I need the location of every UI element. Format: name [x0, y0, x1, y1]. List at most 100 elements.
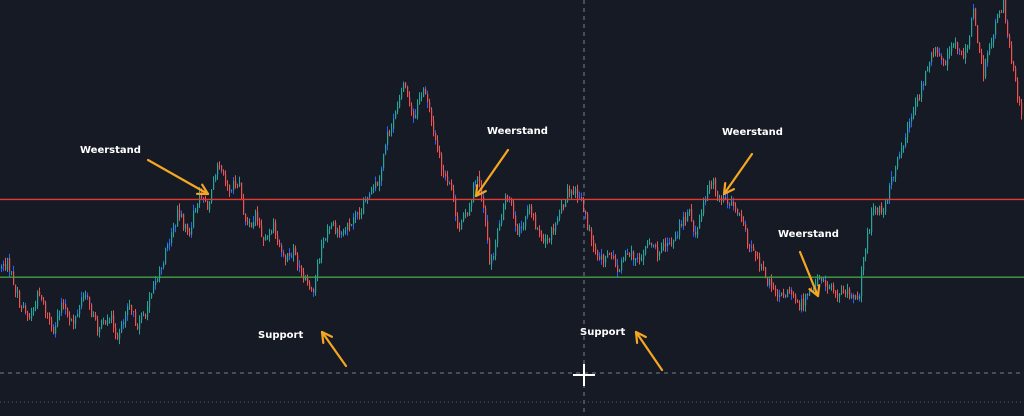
candle — [683, 211, 685, 230]
candle — [215, 173, 217, 183]
candle — [491, 254, 493, 270]
candle — [611, 252, 613, 260]
candle — [499, 220, 501, 231]
candle — [381, 166, 383, 186]
candle — [537, 227, 539, 231]
candle — [869, 229, 871, 234]
candle — [829, 284, 831, 290]
candle — [857, 291, 859, 300]
candle — [635, 258, 637, 266]
candle — [787, 289, 789, 298]
candle — [1009, 33, 1011, 48]
candle — [661, 242, 663, 254]
candle — [95, 312, 97, 321]
candle — [141, 312, 143, 324]
candle — [213, 176, 215, 190]
candle — [949, 46, 951, 59]
candle — [921, 80, 923, 102]
candle — [945, 59, 947, 66]
candle — [593, 235, 595, 253]
candle — [997, 13, 999, 24]
candle — [729, 202, 731, 209]
candle — [343, 228, 345, 237]
candle — [863, 256, 865, 276]
candle — [783, 288, 785, 298]
candle — [629, 252, 631, 258]
candle — [333, 220, 335, 227]
candle — [967, 44, 969, 53]
candle — [367, 196, 369, 204]
candle — [553, 223, 555, 235]
candle — [357, 211, 359, 220]
candle — [885, 198, 887, 215]
candle — [737, 208, 739, 217]
candle — [289, 248, 291, 260]
candle — [929, 61, 931, 73]
candle — [125, 311, 127, 328]
candle — [263, 236, 265, 246]
candle — [941, 53, 943, 65]
candle — [61, 297, 63, 317]
candle — [283, 249, 285, 258]
candle — [913, 106, 915, 120]
candle — [541, 230, 543, 242]
candle — [713, 177, 715, 189]
candle — [895, 165, 897, 182]
candle — [33, 307, 35, 316]
candle — [575, 186, 577, 198]
candle — [399, 94, 401, 109]
candle — [253, 216, 255, 230]
candle — [883, 207, 885, 218]
candle — [75, 315, 77, 329]
candle — [649, 238, 651, 245]
candle — [113, 310, 115, 333]
candle — [549, 237, 551, 243]
candle — [689, 208, 691, 216]
candle — [801, 294, 803, 313]
candle — [1001, 9, 1003, 13]
candle — [565, 199, 567, 208]
candle — [673, 239, 675, 249]
candle — [731, 195, 733, 206]
candle — [137, 323, 139, 330]
weerstand-label: Weerstand — [722, 127, 783, 138]
candle — [181, 210, 183, 219]
candle — [59, 310, 61, 321]
candle — [157, 278, 159, 283]
candle — [589, 224, 591, 232]
candle — [169, 238, 171, 251]
candle — [293, 244, 295, 262]
candle — [1021, 99, 1023, 120]
candle — [135, 309, 137, 326]
candle — [533, 213, 535, 221]
candle — [155, 276, 157, 290]
candle — [601, 248, 603, 265]
candle — [43, 297, 45, 305]
candle — [193, 204, 195, 229]
candle — [321, 239, 323, 264]
candle — [623, 256, 625, 263]
candle — [107, 314, 109, 326]
candle — [383, 153, 385, 172]
candle — [171, 228, 173, 247]
candle — [295, 245, 297, 256]
candle — [545, 234, 547, 248]
candle — [875, 205, 877, 215]
candle — [951, 42, 953, 56]
candle — [685, 212, 687, 226]
candle — [757, 251, 759, 260]
candle — [119, 328, 121, 345]
candle — [51, 316, 53, 332]
candle — [657, 241, 659, 262]
candle — [615, 254, 617, 268]
candle — [351, 224, 353, 227]
candle — [145, 313, 147, 319]
candle — [985, 58, 987, 80]
candle — [561, 199, 563, 214]
candle — [153, 281, 155, 294]
candle — [687, 209, 689, 222]
candle — [605, 255, 607, 268]
